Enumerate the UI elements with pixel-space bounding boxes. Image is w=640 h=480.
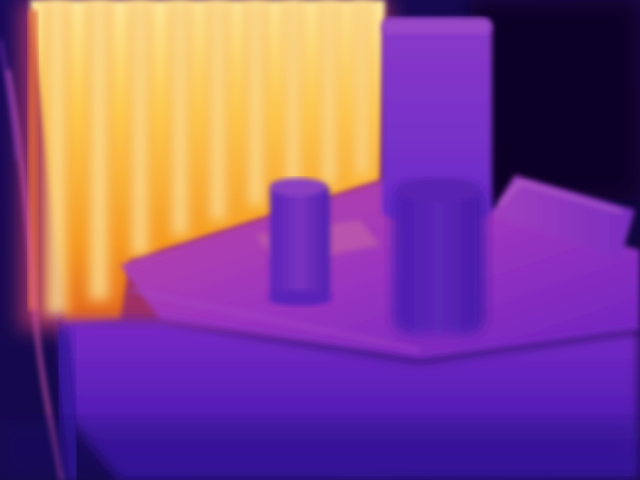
- tall-box: [382, 18, 492, 218]
- floor: [0, 420, 640, 480]
- radiator-fins: [44, 0, 372, 315]
- cable-left-upper: [0, 39, 19, 161]
- cylindrical-container: [268, 178, 332, 306]
- radiator: [28, 0, 385, 325]
- dark-corner: [470, 0, 640, 200]
- dark-jar: [393, 178, 485, 335]
- tray-right: [490, 175, 635, 260]
